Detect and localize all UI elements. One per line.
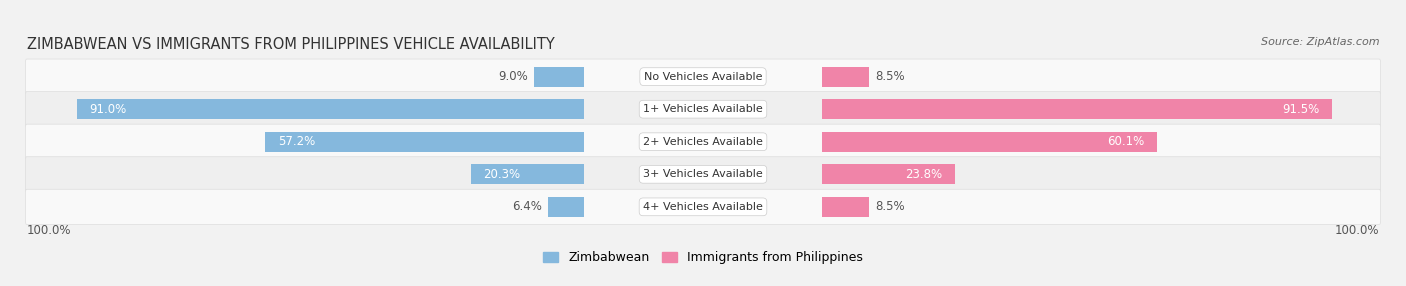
Text: 57.2%: 57.2% <box>278 135 315 148</box>
Text: 100.0%: 100.0% <box>1334 224 1379 237</box>
Bar <box>77 99 583 119</box>
FancyBboxPatch shape <box>25 189 1381 225</box>
Text: Source: ZipAtlas.com: Source: ZipAtlas.com <box>1261 37 1379 47</box>
Text: 4+ Vehicles Available: 4+ Vehicles Available <box>643 202 763 212</box>
Bar <box>823 132 1157 152</box>
FancyBboxPatch shape <box>25 124 1381 159</box>
Text: 100.0%: 100.0% <box>27 224 72 237</box>
Text: 3+ Vehicles Available: 3+ Vehicles Available <box>643 169 763 179</box>
Bar <box>534 67 583 87</box>
Text: 91.0%: 91.0% <box>89 103 127 116</box>
Bar <box>823 197 869 217</box>
Bar <box>823 99 1331 119</box>
Text: 60.1%: 60.1% <box>1108 135 1144 148</box>
Text: 8.5%: 8.5% <box>876 200 905 213</box>
Text: ZIMBABWEAN VS IMMIGRANTS FROM PHILIPPINES VEHICLE AVAILABILITY: ZIMBABWEAN VS IMMIGRANTS FROM PHILIPPINE… <box>27 37 554 52</box>
FancyBboxPatch shape <box>25 59 1381 94</box>
Bar <box>823 67 869 87</box>
Text: 2+ Vehicles Available: 2+ Vehicles Available <box>643 137 763 147</box>
Text: 23.8%: 23.8% <box>905 168 942 181</box>
FancyBboxPatch shape <box>25 157 1381 192</box>
Bar <box>471 164 583 184</box>
Legend: Zimbabwean, Immigrants from Philippines: Zimbabwean, Immigrants from Philippines <box>543 251 863 264</box>
Text: 91.5%: 91.5% <box>1282 103 1319 116</box>
Text: 1+ Vehicles Available: 1+ Vehicles Available <box>643 104 763 114</box>
Text: 6.4%: 6.4% <box>512 200 543 213</box>
Text: No Vehicles Available: No Vehicles Available <box>644 72 762 82</box>
Bar <box>266 132 583 152</box>
Bar <box>823 164 955 184</box>
FancyBboxPatch shape <box>25 92 1381 127</box>
Text: 20.3%: 20.3% <box>484 168 520 181</box>
Text: 9.0%: 9.0% <box>498 70 527 83</box>
Text: 8.5%: 8.5% <box>876 70 905 83</box>
Bar <box>548 197 583 217</box>
